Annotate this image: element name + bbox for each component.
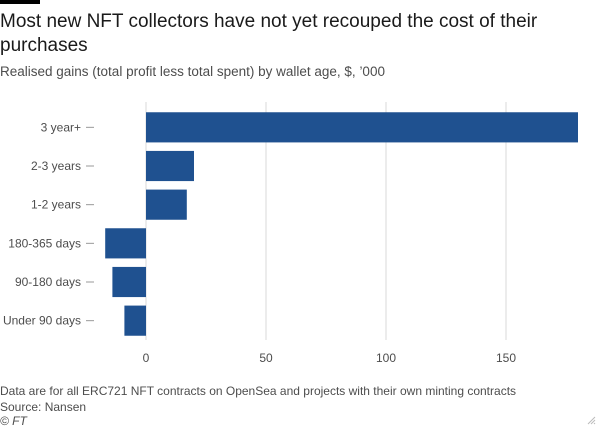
category-label: Under 90 days [3,314,81,328]
chart-subtitle: Realised gains (total profit less total … [0,64,385,79]
bar-90-180-days [112,266,146,298]
bar-2-3-years [146,150,194,182]
footnote: Data are for all ERC721 NFT contracts on… [0,384,517,398]
ft-credit: © FT [0,414,27,428]
bar-under-90-days [124,305,146,336]
source-line: Source: Nansen [0,400,87,414]
chart-title: Most new NFT collectors have not yet rec… [0,11,538,56]
top-rule [0,0,40,4]
category-labels: 3 year+ 2-3 years 1-2 years 180-365 days 90-… [3,120,94,328]
bar-3-year- [146,112,578,143]
category-label: 3 year+ [41,120,81,134]
x-tick-label: 50 [259,351,273,365]
category-label: 1-2 years [31,198,81,212]
bar-180-365-days [105,228,146,259]
x-tick-label: 0 [143,351,150,365]
category-label: 90-180 days [15,275,81,289]
bars [105,112,578,336]
category-label: 180-365 days [8,236,81,250]
category-label: 2-3 years [31,159,81,173]
x-tick-label: 150 [496,351,516,365]
x-tick-labels: 0 50 100 150 [143,351,517,365]
bar-1-2-years [146,189,187,220]
bar-chart: 3 year+ 2-3 years 1-2 years 180-365 days 90-… [3,102,578,365]
resize-corner-icon [587,416,596,425]
x-tick-label: 100 [376,351,396,365]
